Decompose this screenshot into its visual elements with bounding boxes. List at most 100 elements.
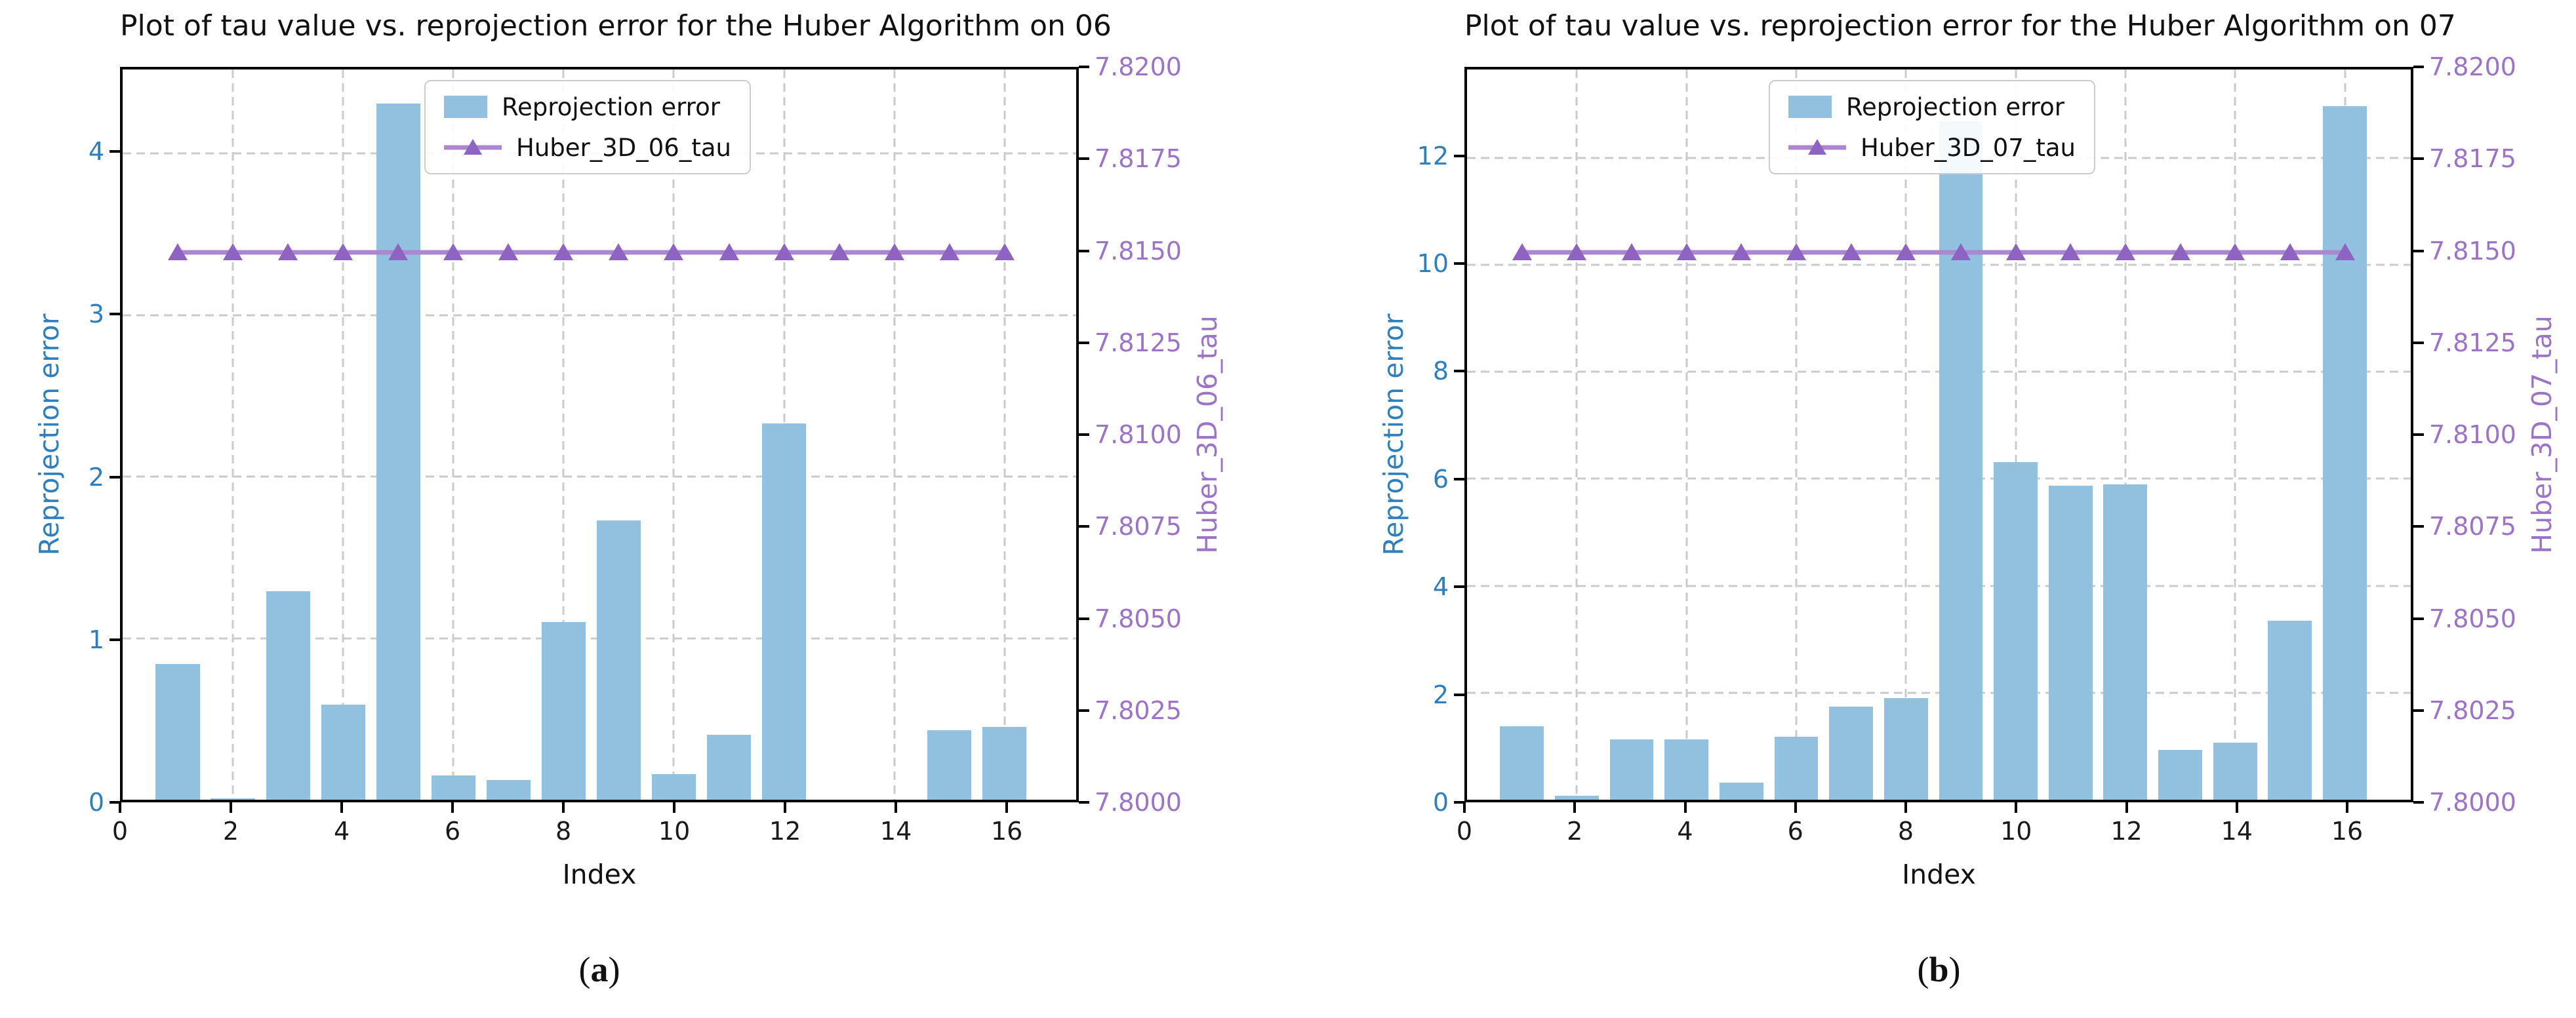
tau-marker-icon [1950, 243, 1971, 260]
x-tick-label: 0 [111, 817, 129, 846]
tau-marker-icon [1676, 243, 1697, 260]
y-left-tick-label: 4 [88, 137, 104, 166]
bar [486, 780, 531, 800]
x-gridline [452, 69, 454, 800]
x-tick-label: 12 [2110, 817, 2143, 846]
bar [2158, 750, 2203, 800]
bar [1883, 697, 1928, 800]
legend-item-tau: Huber_3D_07_tau [1788, 132, 2076, 163]
bar [2048, 485, 2093, 800]
x-gridline [231, 69, 234, 800]
legend-line-marker-icon [1788, 136, 1846, 159]
y-right-tick-label: 7.8200 [1095, 52, 1182, 81]
tau-marker-icon [388, 243, 409, 260]
x-tick-label: 0 [1456, 817, 1473, 846]
tau-marker-icon [664, 243, 684, 260]
x-tick-label: 16 [2331, 817, 2364, 846]
y-right-tick-label: 7.8150 [2429, 236, 2516, 265]
y-right-tick-label: 7.8075 [1095, 512, 1182, 541]
y-right-tick-mark [2413, 341, 2424, 344]
y-right-tick-label: 7.8150 [1095, 236, 1182, 265]
tau-line [178, 250, 1005, 254]
x-tick-mark [895, 802, 898, 813]
x-gridline [1795, 69, 1798, 800]
bar [706, 735, 752, 800]
y-right-tick-label: 7.8100 [2429, 420, 2516, 449]
x-tick-mark [1573, 802, 1577, 813]
y-left-tick-mark [1454, 154, 1464, 157]
x-gridline [342, 69, 344, 800]
y-right-tick-mark [1079, 525, 1089, 528]
x-gridline [2124, 69, 2127, 800]
x-tick-mark [1005, 802, 1009, 813]
y-gridline [123, 314, 1076, 317]
y-left-tick-mark [1454, 801, 1464, 804]
x-gridline [2015, 69, 2017, 800]
x-axis-label: Index [1902, 859, 1976, 890]
x-tick-mark [230, 802, 233, 813]
x-gridline [1685, 69, 1688, 800]
tau-marker-icon [333, 243, 353, 260]
y-right-tick-label: 7.8175 [2429, 144, 2516, 174]
y-right-tick-mark [2413, 249, 2424, 252]
x-gridline [2234, 69, 2236, 800]
tau-marker-icon [994, 243, 1015, 260]
bar [596, 520, 641, 800]
x-tick-label: 14 [2221, 817, 2253, 846]
chart-title: Plot of tau value vs. reprojection error… [120, 9, 1112, 43]
tau-marker-icon [443, 243, 464, 260]
y-left-tick-label: 0 [1432, 788, 1449, 817]
bar [376, 103, 420, 800]
y-right-tick-label: 7.8125 [2429, 328, 2516, 357]
tau-marker-icon [939, 243, 959, 260]
legend-bar-swatch-icon [1788, 96, 1832, 118]
x-gridline [672, 69, 675, 800]
x-tick-mark [2125, 802, 2128, 813]
y-right-tick-mark [1079, 617, 1089, 620]
y-right-tick-label: 7.8200 [2429, 52, 2516, 81]
x-tick-mark [1683, 802, 1687, 813]
bar [2323, 106, 2367, 800]
legend: Reprojection error Huber_3D_06_tau [424, 80, 751, 174]
x-tick-label: 2 [1567, 817, 1583, 846]
bar [1774, 736, 1819, 800]
y-left-tick-mark [1454, 585, 1464, 589]
y-right-tick-mark [2413, 525, 2424, 528]
y-right-tick-mark [2413, 617, 2424, 620]
x-tick-mark [1794, 802, 1797, 813]
x-gridline [893, 69, 896, 800]
y-left-tick-label: 0 [88, 788, 104, 817]
y-axis-label-right: Huber_3D_07_tau [2526, 315, 2558, 554]
tau-marker-icon [2335, 243, 2355, 260]
y-left-tick-label: 8 [1432, 357, 1449, 386]
legend-item-reprojection-error: Reprojection error [1788, 92, 2076, 122]
tau-marker-icon [2005, 243, 2026, 260]
bar [1719, 782, 1763, 800]
y-right-tick-mark [2413, 157, 2424, 161]
y-right-tick-mark [2413, 66, 2424, 68]
y-left-tick-mark [110, 150, 120, 153]
y-right-tick-label: 7.8000 [1095, 788, 1182, 817]
y-right-tick-mark [1079, 157, 1089, 161]
legend-item-reprojection-error: Reprojection error [444, 92, 731, 122]
x-tick-mark [2235, 802, 2238, 813]
tau-marker-icon [1621, 243, 1641, 260]
legend-label: Reprojection error [502, 92, 720, 121]
y-left-tick-mark [110, 801, 120, 804]
y-right-tick-mark [2413, 801, 2424, 804]
y-right-tick-label: 7.8050 [1095, 604, 1182, 633]
subfigure-caption: (b) [1917, 950, 1961, 989]
x-tick-mark [2015, 802, 2018, 813]
y-right-tick-mark [2413, 433, 2424, 436]
tau-marker-icon [2061, 243, 2081, 260]
y-right-tick-label: 7.8025 [1095, 695, 1182, 725]
bar [211, 798, 255, 800]
tau-marker-icon [1786, 243, 1806, 260]
bar [541, 621, 586, 800]
x-tick-mark [2346, 802, 2349, 813]
tau-marker-icon [719, 243, 739, 260]
tau-marker-icon [2280, 243, 2300, 260]
tau-marker-icon [553, 243, 574, 260]
